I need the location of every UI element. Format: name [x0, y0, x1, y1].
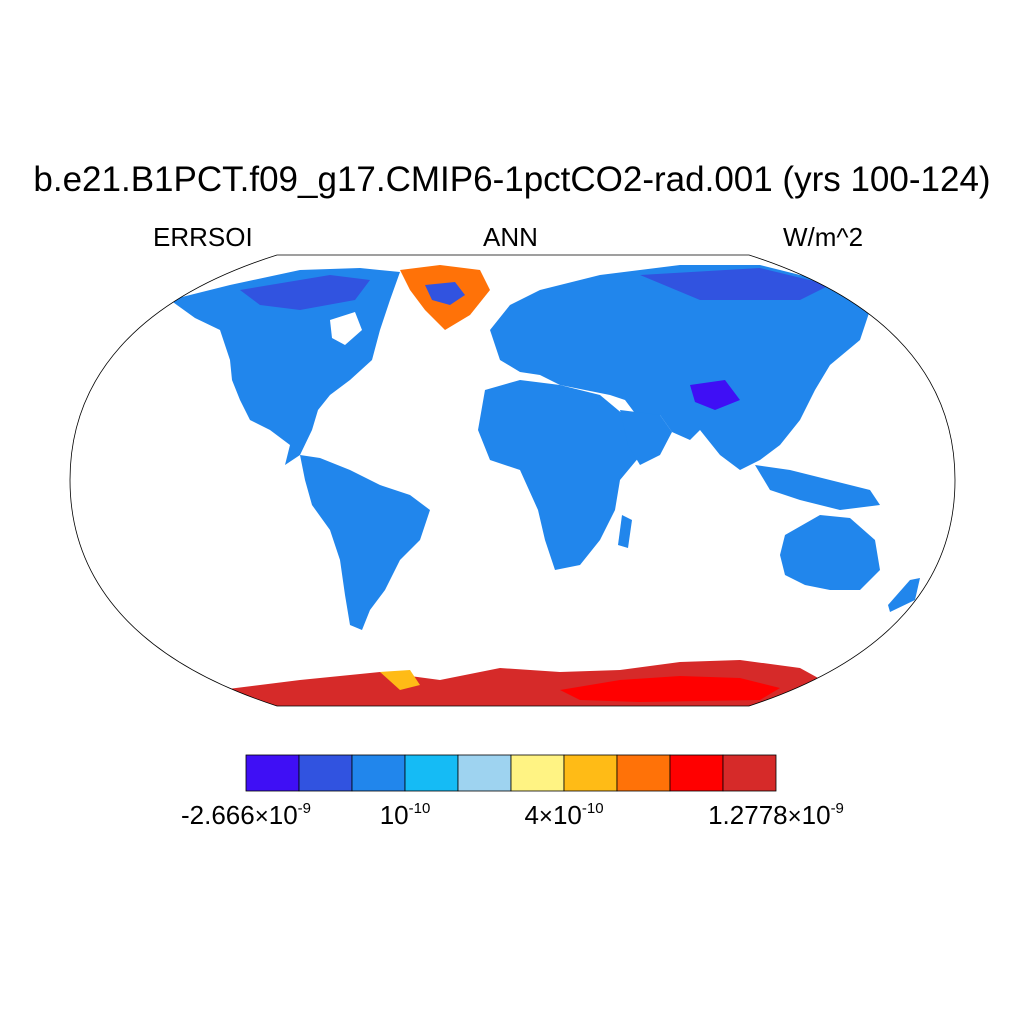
- colorbar-box-2: [351, 754, 406, 792]
- times-sign: ×: [538, 803, 553, 830]
- season-label: ANN: [483, 222, 538, 252]
- land-new-zealand: [888, 578, 920, 612]
- tick-0-mantissa: -2.666: [180, 800, 255, 830]
- tick-3-mantissa: 1.2778: [708, 800, 788, 830]
- land-layer: [170, 265, 920, 706]
- colorbar-tick-0: -2.666×10-9: [180, 800, 312, 830]
- variable-label: ERRSOI: [153, 222, 253, 252]
- plot-title: b.e21.B1PCT.f09_g17.CMIP6-1pctCO2-rad.00…: [33, 160, 991, 199]
- colorbar-tick-2: 4×10-10: [524, 800, 604, 830]
- land-arabia: [620, 410, 672, 465]
- colorbar-box-0: [245, 754, 300, 792]
- tick-1-exponent: -10: [408, 800, 431, 817]
- colorbar-box-1: [298, 754, 353, 792]
- land-africa: [478, 380, 645, 570]
- tick-2-exponent: -10: [581, 800, 604, 817]
- colorbar-box-3: [404, 754, 459, 792]
- tick-3-exponent: -9: [830, 800, 844, 817]
- colorbar-box-8: [669, 754, 724, 792]
- colorbar-box-9: [722, 754, 777, 792]
- land-madagascar: [618, 515, 632, 548]
- hudson-bay: [330, 312, 362, 345]
- land-arctic-canada: [240, 275, 370, 310]
- map-border: [69, 254, 956, 707]
- tick-0-exponent: -9: [297, 800, 312, 817]
- colorbar-tick-3: 1.2778×10-9: [708, 800, 844, 830]
- land-siberia-patch: [640, 268, 830, 300]
- colorbar-box-5: [510, 754, 565, 792]
- land-south-america: [300, 455, 430, 630]
- land-greenland-interior: [425, 282, 465, 305]
- times-sign: ×: [787, 803, 802, 830]
- units-label: W/m^2: [783, 222, 864, 252]
- colorbar-tick-1: 10-10: [379, 800, 431, 830]
- times-sign: ×: [254, 803, 269, 830]
- colorbar-box-6: [563, 754, 618, 792]
- colorbar-box-4: [457, 754, 512, 792]
- land-australia: [780, 515, 880, 590]
- land-maritime-asia: [755, 465, 880, 510]
- land-tibet-patch: [690, 380, 740, 410]
- tick-2-mantissa: 4: [524, 800, 539, 830]
- colorbar-box-7: [616, 754, 671, 792]
- land-antarctica-interior: [560, 676, 780, 702]
- colorbar: [245, 754, 777, 792]
- land-antarctica-coast: [380, 670, 420, 690]
- land-eurasia: [490, 265, 870, 470]
